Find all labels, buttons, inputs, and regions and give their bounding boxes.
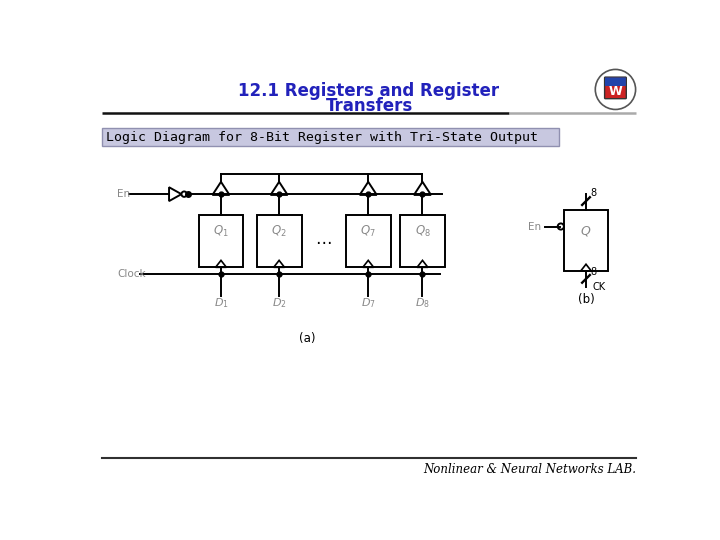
Text: Transfers: Transfers <box>325 97 413 115</box>
Text: CK: CK <box>593 282 606 292</box>
Text: 8: 8 <box>590 188 597 199</box>
Text: 8: 8 <box>590 267 597 277</box>
Text: (b): (b) <box>577 294 595 307</box>
Text: $Q_1$: $Q_1$ <box>213 224 229 239</box>
Text: $D_2$: $D_2$ <box>271 296 287 310</box>
Text: $D_1$: $D_1$ <box>214 296 228 310</box>
Text: En: En <box>117 189 130 199</box>
Text: Nonlinear & Neural Networks LAB.: Nonlinear & Neural Networks LAB. <box>423 463 636 476</box>
Text: $Q_7$: $Q_7$ <box>360 224 376 239</box>
Text: En: En <box>528 221 541 232</box>
Text: 12.1 Registers and Register: 12.1 Registers and Register <box>238 82 500 100</box>
Text: $D_8$: $D_8$ <box>415 296 430 310</box>
Bar <box>102 128 559 146</box>
FancyBboxPatch shape <box>605 77 626 99</box>
Text: (a): (a) <box>299 332 315 345</box>
Text: W: W <box>608 85 622 98</box>
Text: $Q$: $Q$ <box>580 224 592 238</box>
Text: $Q_8$: $Q_8$ <box>415 224 431 239</box>
Text: $\cdots$: $\cdots$ <box>315 232 332 250</box>
Circle shape <box>595 70 636 110</box>
Text: Clock: Clock <box>117 269 145 279</box>
Text: $Q_2$: $Q_2$ <box>271 224 287 239</box>
Bar <box>256 215 302 267</box>
Bar <box>564 210 608 271</box>
Text: $D_7$: $D_7$ <box>361 296 376 310</box>
Bar <box>346 215 391 267</box>
Bar <box>400 215 445 267</box>
Text: Logic Diagram for 8-Bit Register with Tri-State Output: Logic Diagram for 8-Bit Register with Tr… <box>106 131 538 144</box>
FancyBboxPatch shape <box>605 78 626 86</box>
Bar <box>199 215 243 267</box>
